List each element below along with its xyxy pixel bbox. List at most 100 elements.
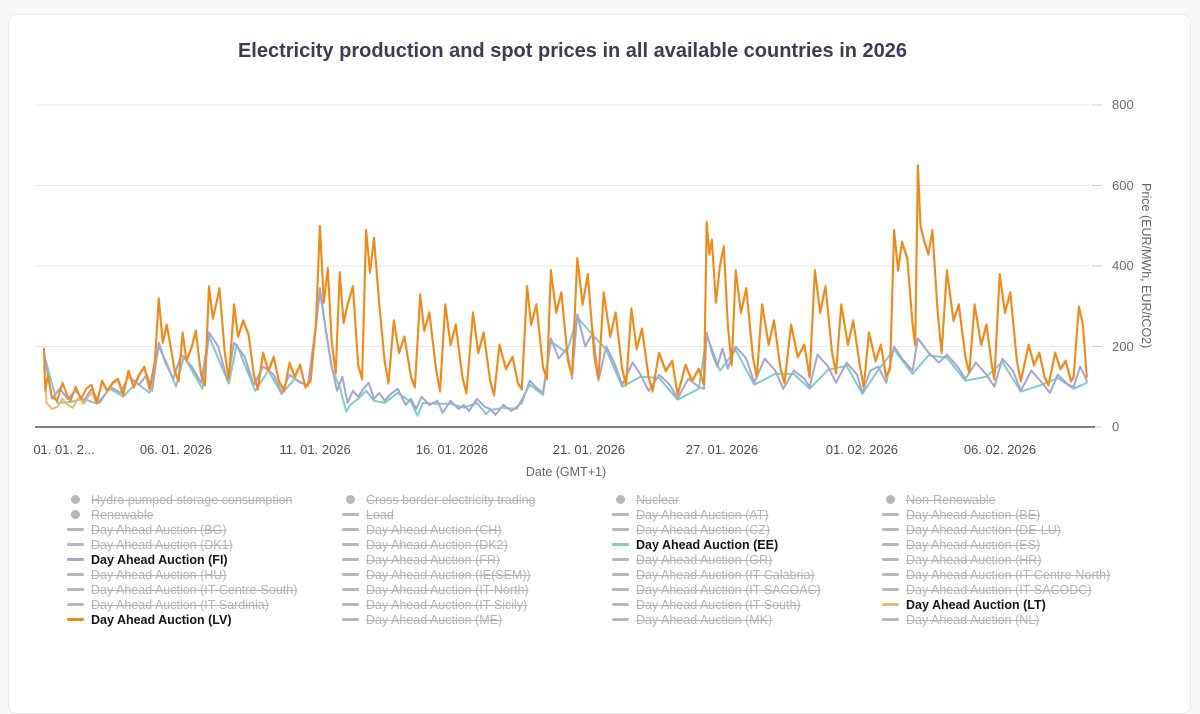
x-tick-label: 01. 01. 2...	[33, 442, 95, 457]
legend-item-day-ahead-auction-fi[interactable]: Day Ahead Auction (FI)	[66, 552, 341, 567]
series-line-icon	[881, 543, 899, 546]
legend-label: Nuclear	[636, 492, 680, 507]
series-day-ahead-auction-fi-[interactable]	[43, 287, 1088, 416]
series-line-icon	[881, 618, 899, 621]
legend-label: Day Ahead Auction (IT-South)	[636, 597, 801, 612]
legend-item-day-ahead-auction-it-calabria[interactable]: Day Ahead Auction (IT-Calabria)	[611, 567, 881, 582]
legend-item-day-ahead-auction-ie-sem[interactable]: Day Ahead Auction (IE(SEM))	[341, 567, 611, 582]
legend-label: Load	[366, 507, 394, 522]
y-tick-label: 400	[1112, 258, 1134, 273]
x-tick-label: 06. 01. 2026	[139, 442, 213, 457]
x-tick-label: 11. 01. 2026	[279, 442, 351, 457]
legend-label: Day Ahead Auction (DE-LU)	[906, 522, 1061, 537]
legend-label: Day Ahead Auction (ME)	[366, 612, 503, 627]
legend-item-day-ahead-auction-de-lu[interactable]: Day Ahead Auction (DE-LU)	[881, 522, 1171, 537]
series-line-icon	[611, 588, 629, 591]
legend-column: Nuclear Day Ahead Auction (AT) Day Ahead A…	[611, 492, 881, 627]
legend-label: Day Ahead Auction (IE(SEM))	[366, 567, 531, 582]
legend-item-nuclear[interactable]: Nuclear	[611, 492, 881, 507]
legend-item-day-ahead-auction-it-centre-south[interactable]: Day Ahead Auction (IT-Centre-South)	[66, 582, 341, 597]
legend-item-day-ahead-auction-it-sicily[interactable]: Day Ahead Auction (IT-Sicily)	[341, 597, 611, 612]
legend-item-day-ahead-auction-fr[interactable]: Day Ahead Auction (FR)	[341, 552, 611, 567]
series-line-icon	[881, 558, 899, 561]
legend-item-non-renewable[interactable]: Non-Renewable	[881, 492, 1171, 507]
legend-item-day-ahead-auction-be[interactable]: Day Ahead Auction (BE)	[881, 507, 1171, 522]
series-line-icon	[341, 618, 359, 621]
series-day-ahead-auction-ee-[interactable]	[43, 291, 1088, 417]
legend-label: Day Ahead Auction (NL)	[906, 612, 1040, 627]
legend-item-day-ahead-auction-lt[interactable]: Day Ahead Auction (LT)	[881, 597, 1171, 612]
legend-label: Day Ahead Auction (BE)	[906, 507, 1041, 522]
series-line-icon	[341, 588, 359, 591]
y-tick-label: 800	[1112, 97, 1134, 112]
legend-item-day-ahead-auction-it-sacodc[interactable]: Day Ahead Auction (IT-SACODC)	[881, 582, 1171, 597]
series-line-icon	[66, 558, 84, 561]
legend-column: Hydro pumped storage consumption Renewabl…	[66, 492, 341, 627]
series-line-icon	[341, 513, 359, 516]
legend-label: Hydro pumped storage consumption	[91, 492, 293, 507]
legend-label: Day Ahead Auction (LV)	[91, 612, 232, 627]
legend-item-day-ahead-auction-hr[interactable]: Day Ahead Auction (HR)	[881, 552, 1171, 567]
legend-item-day-ahead-auction-dk1[interactable]: Day Ahead Auction (DK1)	[66, 537, 341, 552]
price-line-chart[interactable]	[35, 95, 1105, 435]
legend-item-renewable[interactable]: Renewable	[66, 507, 341, 522]
legend-item-day-ahead-auction-bg[interactable]: Day Ahead Auction (BG)	[66, 522, 341, 537]
legend-item-cross-border-electricity-trading[interactable]: Cross border electricity trading	[341, 492, 611, 507]
legend-label: Renewable	[91, 507, 154, 522]
x-tick-label: 06. 02. 2026	[963, 442, 1037, 457]
legend-item-hydro-pumped-storage-consumption[interactable]: Hydro pumped storage consumption	[66, 492, 341, 507]
series-day-ahead-auction-lv-[interactable]	[43, 164, 1088, 404]
x-tick-label: 16. 01. 2026	[415, 442, 489, 457]
legend-label: Day Ahead Auction (LT)	[906, 597, 1046, 612]
series-line-icon	[611, 618, 629, 621]
y-tick-label: 200	[1112, 338, 1134, 354]
series-circle-icon	[611, 495, 629, 504]
chart-legend: Hydro pumped storage consumption Renewabl…	[66, 492, 1171, 627]
series-line-icon	[341, 603, 359, 606]
legend-column: Non-Renewable Day Ahead Auction (BE) Day A…	[881, 492, 1171, 627]
legend-item-day-ahead-auction-dk2[interactable]: Day Ahead Auction (DK2)	[341, 537, 611, 552]
series-line-icon	[66, 573, 84, 576]
legend-item-day-ahead-auction-it-sardinia[interactable]: Day Ahead Auction (IT-Sardinia)	[66, 597, 341, 612]
legend-item-day-ahead-auction-hu[interactable]: Day Ahead Auction (HU)	[66, 567, 341, 582]
legend-label: Day Ahead Auction (EE)	[636, 537, 779, 552]
series-circle-icon	[881, 495, 899, 504]
series-line-icon	[881, 573, 899, 576]
series-line-icon	[341, 558, 359, 561]
series-line-icon	[66, 618, 84, 621]
series-line-icon	[66, 543, 84, 546]
legend-item-day-ahead-auction-it-sacoac[interactable]: Day Ahead Auction (IT-SACOAC)	[611, 582, 881, 597]
legend-label: Day Ahead Auction (HU)	[91, 567, 227, 582]
legend-label: Day Ahead Auction (ES)	[906, 537, 1041, 552]
legend-item-day-ahead-auction-gr[interactable]: Day Ahead Auction (GR)	[611, 552, 881, 567]
legend-label: Day Ahead Auction (FI)	[91, 552, 228, 567]
legend-item-day-ahead-auction-ch[interactable]: Day Ahead Auction (CH)	[341, 522, 611, 537]
legend-item-day-ahead-auction-at[interactable]: Day Ahead Auction (AT)	[611, 507, 881, 522]
legend-label: Day Ahead Auction (IT-SACODC)	[906, 582, 1092, 597]
x-tick-label: 21. 01. 2026	[552, 442, 626, 457]
series-circle-icon	[66, 510, 84, 519]
legend-item-day-ahead-auction-it-centre-north[interactable]: Day Ahead Auction (IT-Centre-North)	[881, 567, 1171, 582]
legend-item-day-ahead-auction-lv[interactable]: Day Ahead Auction (LV)	[66, 612, 341, 627]
series-line-icon	[611, 603, 629, 606]
y-tick-label: 600	[1112, 177, 1134, 193]
series-line-icon	[611, 558, 629, 561]
legend-item-day-ahead-auction-ee[interactable]: Day Ahead Auction (EE)	[611, 537, 881, 552]
legend-item-load[interactable]: Load	[341, 507, 611, 522]
legend-label: Day Ahead Auction (DK2)	[366, 537, 508, 552]
legend-label: Day Ahead Auction (BG)	[91, 522, 227, 537]
legend-item-day-ahead-auction-it-south[interactable]: Day Ahead Auction (IT-South)	[611, 597, 881, 612]
legend-item-day-ahead-auction-mk[interactable]: Day Ahead Auction (MK)	[611, 612, 881, 627]
legend-label: Day Ahead Auction (MK)	[636, 612, 773, 627]
legend-label: Day Ahead Auction (CH)	[366, 522, 502, 537]
legend-label: Day Ahead Auction (IT-Sardinia)	[91, 597, 269, 612]
series-line-icon	[611, 513, 629, 516]
legend-item-day-ahead-auction-cz[interactable]: Day Ahead Auction (CZ)	[611, 522, 881, 537]
series-line-icon	[881, 603, 899, 606]
legend-item-day-ahead-auction-it-north[interactable]: Day Ahead Auction (IT-North)	[341, 582, 611, 597]
legend-item-day-ahead-auction-nl[interactable]: Day Ahead Auction (NL)	[881, 612, 1171, 627]
legend-label: Day Ahead Auction (HR)	[906, 552, 1042, 567]
legend-label: Day Ahead Auction (DK1)	[91, 537, 233, 552]
legend-item-day-ahead-auction-es[interactable]: Day Ahead Auction (ES)	[881, 537, 1171, 552]
legend-item-day-ahead-auction-me[interactable]: Day Ahead Auction (ME)	[341, 612, 611, 627]
